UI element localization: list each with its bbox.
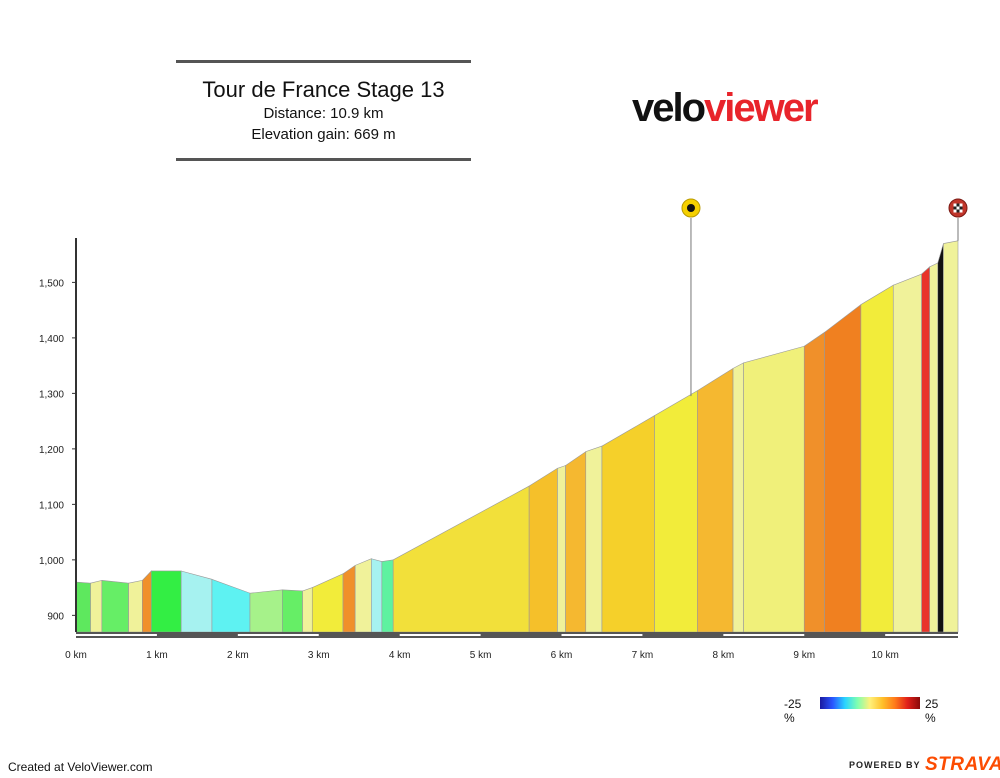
elevation-profile-chart: 900 1,000 1,100 1,200 1,300 1,400 1,500 0 km 1 … xyxy=(39,198,968,661)
y-tick-label: 1,300 xyxy=(39,389,64,400)
y-tick-label: 1,400 xyxy=(39,334,64,345)
profile-segment xyxy=(342,564,356,633)
x-axis-stripe xyxy=(723,634,805,636)
profile-segment xyxy=(892,273,922,633)
chart-title: Tour de France Stage 13 xyxy=(202,77,445,102)
profile-segment xyxy=(743,345,805,633)
checkered-cell xyxy=(953,206,957,210)
checkered-cell xyxy=(959,209,963,213)
profile-segment xyxy=(585,445,603,633)
profile-segment xyxy=(654,390,698,633)
checkered-cell xyxy=(953,209,957,213)
profile-segment xyxy=(697,367,734,633)
profile-segment xyxy=(128,580,143,633)
x-tick-label: 10 km xyxy=(872,650,899,661)
powered-by-label: POWERED BY xyxy=(849,760,921,770)
profile-segment xyxy=(302,587,313,633)
distance-label: Distance: 10.9 km xyxy=(263,105,384,122)
x-axis: 0 km 1 km 2 km 3 km 4 km 5 km 6 km 7 km 8 km 9 km… xyxy=(65,632,958,661)
title-box: Tour de France Stage 13 Distance: 10.9 k… xyxy=(176,60,471,162)
profile-segment xyxy=(354,558,372,633)
profile-segment xyxy=(150,570,182,633)
x-axis-stripe xyxy=(399,634,481,636)
checkered-cell xyxy=(956,203,960,207)
x-axis-stripe xyxy=(561,634,643,636)
x-tick-label: 1 km xyxy=(146,650,168,661)
y-tick-label: 1,500 xyxy=(39,278,64,289)
powered-by-strava: POWERED BY STRAVA xyxy=(849,754,1000,776)
checkered-cell xyxy=(956,209,960,213)
x-tick-label: 0 km xyxy=(65,650,87,661)
kom-marker-dot xyxy=(686,204,695,212)
profile-segment xyxy=(211,578,251,633)
x-tick-label: 4 km xyxy=(389,650,411,661)
profile-segment xyxy=(392,485,530,633)
legend-min-label: -25 % xyxy=(784,697,802,725)
profile-segment xyxy=(528,467,558,633)
profile-segment xyxy=(921,266,930,633)
x-axis-stripe xyxy=(76,634,157,636)
profile-segment xyxy=(180,570,213,633)
logo-part-viewer: viewer xyxy=(704,86,819,130)
y-tick-label: 1,100 xyxy=(39,500,64,511)
x-tick-label: 7 km xyxy=(632,650,654,661)
legend-gradient-bar xyxy=(820,697,920,709)
checkered-cell xyxy=(953,203,957,207)
x-tick-label: 5 km xyxy=(470,650,492,661)
x-axis-stripe xyxy=(237,634,319,636)
elevation-gain-label: Elevation gain: 669 m xyxy=(251,126,396,143)
profile-segment xyxy=(282,589,303,633)
profile-segment xyxy=(249,589,283,633)
profile-segment xyxy=(381,559,394,633)
x-tick-label: 3 km xyxy=(308,650,330,661)
logo-part-velo: velo xyxy=(632,86,706,130)
profile-segment xyxy=(824,303,862,633)
profile-segment xyxy=(803,331,825,633)
x-tick-label: 2 km xyxy=(227,650,249,661)
x-tick-label: 8 km xyxy=(713,650,735,661)
profile-segment xyxy=(937,243,944,633)
profile-segment xyxy=(565,451,587,633)
profile-segments xyxy=(75,240,959,633)
created-at-label: Created at VeloViewer.com xyxy=(8,760,153,774)
profile-segment xyxy=(101,580,129,633)
legend-max-label: 25 % xyxy=(925,697,939,725)
title-rule-bottom xyxy=(176,158,471,161)
checkered-cell xyxy=(959,206,963,210)
profile-segment xyxy=(929,262,939,633)
title-rule-top xyxy=(176,60,471,63)
profile-segment xyxy=(557,465,566,633)
x-tick-label: 9 km xyxy=(793,650,815,661)
profile-segment xyxy=(732,362,744,633)
x-axis-bar xyxy=(76,632,958,638)
y-tick-label: 900 xyxy=(47,611,64,622)
profile-segment xyxy=(601,415,655,633)
y-tick-label: 1,000 xyxy=(39,556,64,567)
strava-logo: STRAVA xyxy=(924,754,1000,775)
profile-segment xyxy=(142,570,152,633)
checkered-cell xyxy=(959,203,963,207)
profile-segment xyxy=(371,558,383,633)
profile-segment xyxy=(90,580,103,633)
x-tick-label: 6 km xyxy=(551,650,573,661)
x-axis-stripe xyxy=(885,634,958,636)
veloviewer-logo: veloviewer xyxy=(632,86,819,131)
y-tick-label: 1,200 xyxy=(39,445,64,456)
profile-segment xyxy=(311,573,344,633)
checkered-cell xyxy=(956,206,960,210)
profile-segment xyxy=(860,284,894,633)
profile-segment xyxy=(943,240,959,633)
profile-segment xyxy=(75,581,91,633)
markers xyxy=(681,198,968,397)
y-axis: 900 1,000 1,100 1,200 1,300 1,400 1,500 xyxy=(39,238,77,632)
